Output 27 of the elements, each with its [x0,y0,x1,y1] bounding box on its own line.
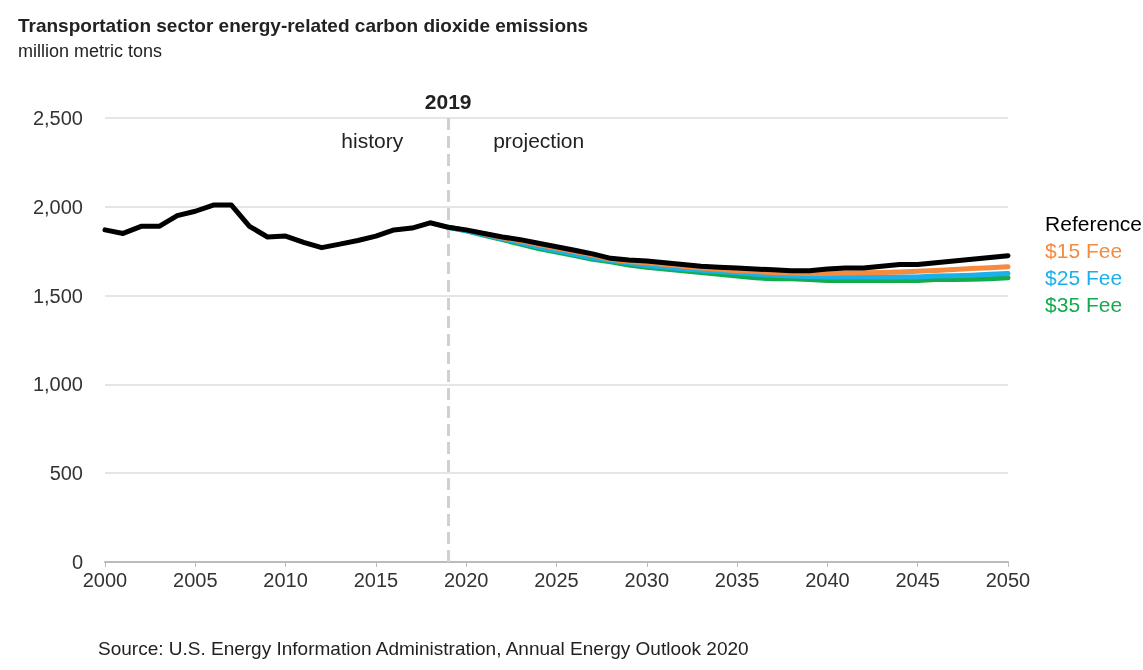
x-tick-label: 2020 [443,569,489,591]
x-tick-label: 2000 [82,569,128,591]
series-label: $15 Fee [1045,239,1123,262]
x-tick-label: 2030 [624,569,670,591]
x-tick-label: 2010 [263,569,308,591]
x-tick-label: 2050 [985,569,1031,591]
x-tick-label: 2025 [534,569,579,591]
x-tick-label: 2040 [805,569,850,591]
y-tick-label: 1,000 [32,373,83,396]
text: Reference [1045,212,1142,235]
source-note: Source: U.S. Energy Information Administration, Annual Energy Outlook 2020 [98,638,749,659]
series-label: $35 Fee [1045,293,1123,316]
annotation: projection [493,129,585,152]
x-tick-label: 2015 [353,569,399,591]
x-tick-label: 2005 [173,569,218,591]
x-tick-label: 2035 [714,569,760,591]
annotation: history [341,129,404,152]
y-tick-label: 2,500 [32,107,83,129]
y-tick-label: 1,500 [32,284,83,307]
y-tick-label: 500 [49,462,83,485]
chart-title: Transportation sector energy-related carbon dioxide emissions [18,15,589,36]
ref-line-label: 2019 [424,90,472,113]
series-label: $25 Fee [1045,266,1123,289]
chart-subtitle: million metric tons [18,41,163,61]
x-tick-label: 2045 [895,569,940,591]
y-tick-label: 0 [71,551,83,573]
y-tick-label: 2,000 [32,195,83,218]
